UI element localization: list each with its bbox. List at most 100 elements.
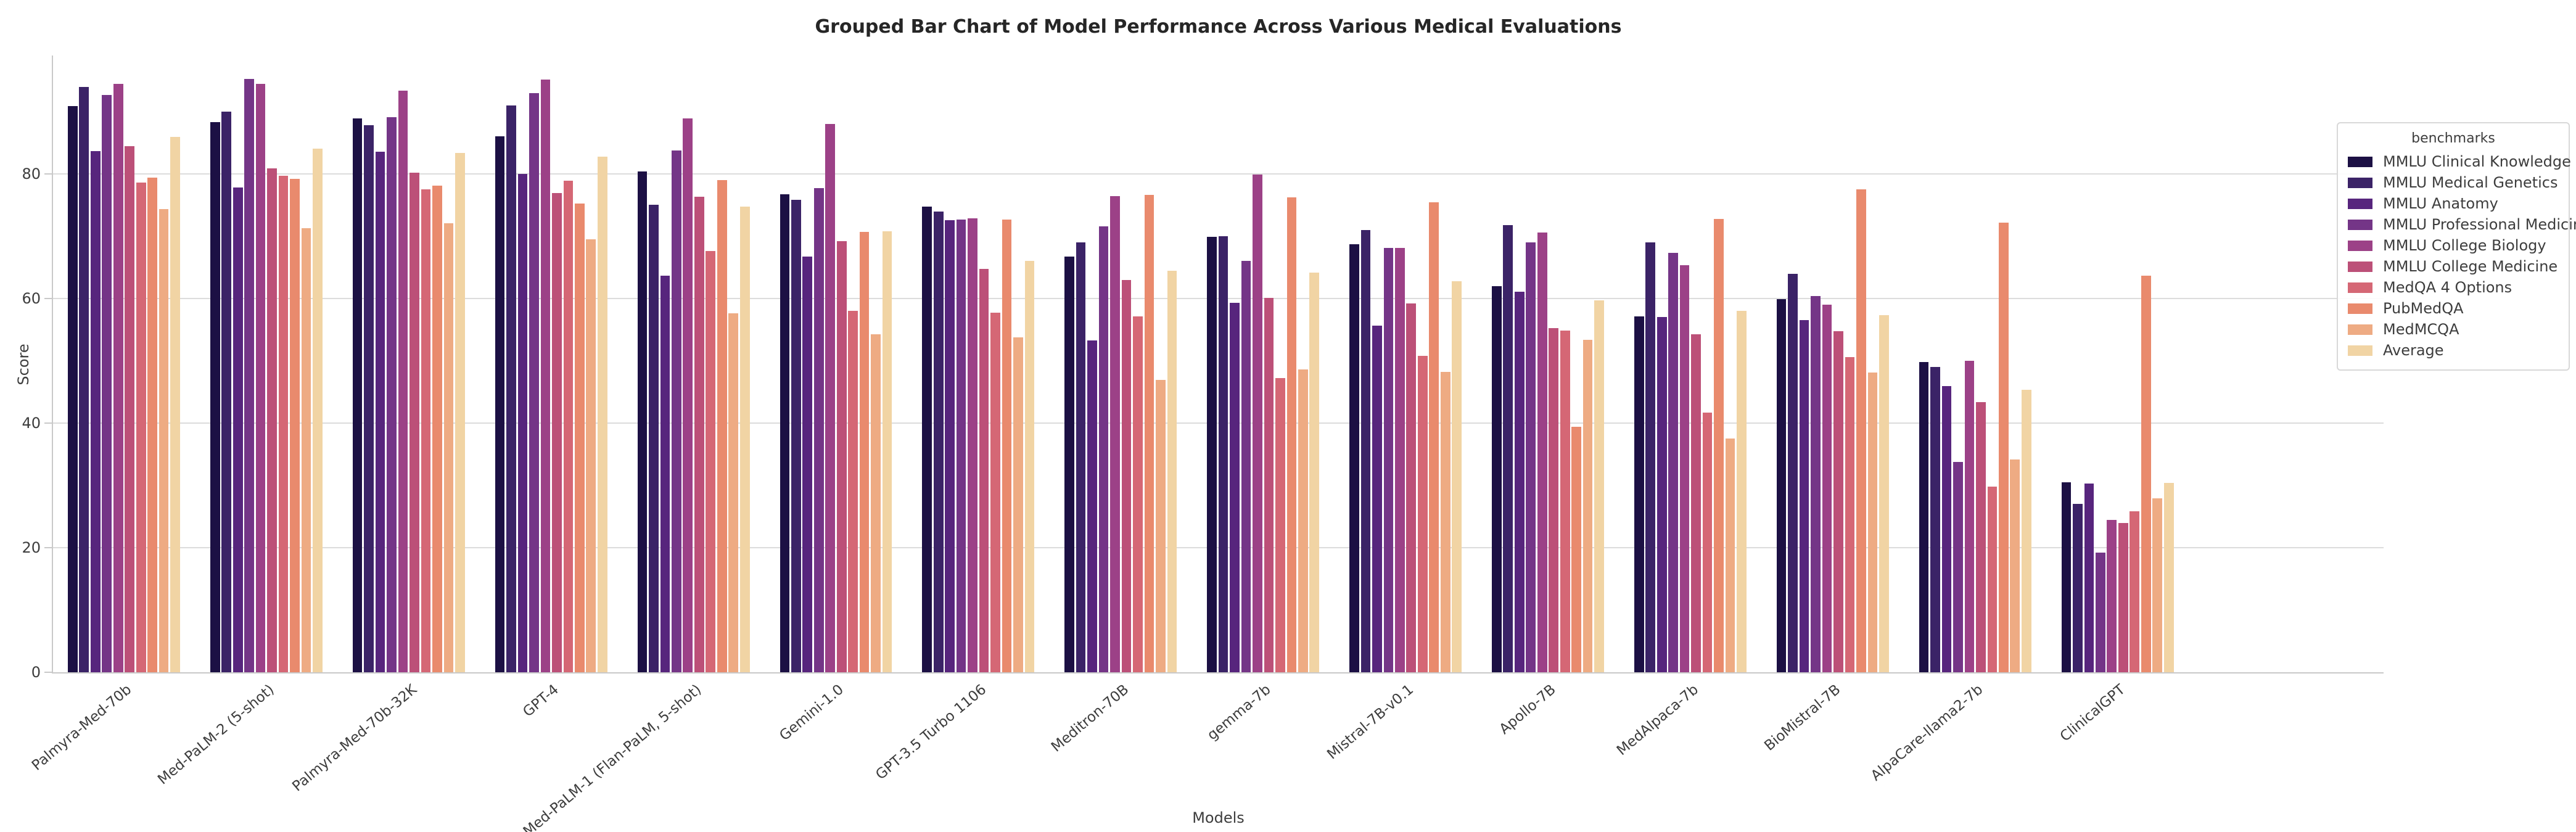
legend-swatch-icon <box>2348 261 2372 272</box>
bar-med-palm-2-5-shot--mmlu-medical-genetics <box>221 111 232 672</box>
bar-med-palm-1-flan-palm-5-shot--mmlu-professional-medicine <box>672 150 681 672</box>
bar-gpt-4-medmcqa <box>586 239 596 672</box>
bar-gemini-1-0-average <box>882 231 892 672</box>
legend-swatch-icon <box>2348 345 2372 356</box>
bar-gemini-1-0-medmcqa <box>871 334 881 672</box>
bar-palmyra-med-70b-mmlu-college-biology <box>113 84 123 672</box>
bar-alpacare-llama2-7b-average <box>2021 390 2031 672</box>
bar-apollo-7b-medmcqa <box>1582 339 1593 672</box>
bar-gemma-7b-mmlu-anatomy <box>1230 303 1240 672</box>
legend-entries: MMLU Clinical Knowledge MMLU Medical Gene… <box>2338 151 2576 361</box>
bar-med-palm-1-flan-palm-5-shot--mmlu-college-biology <box>683 118 693 672</box>
y-tick-mark <box>44 297 53 299</box>
legend-label: MMLU College Medicine <box>2383 258 2558 275</box>
bar-biomistral-7b-pubmedqa <box>1856 189 1866 672</box>
x-tick-label: GPT-3.5 Turbo 1106 <box>873 682 990 783</box>
bar-palmyra-med-70b-32k-mmlu-college-medicine <box>409 172 419 672</box>
bar-med-palm-2-5-shot--mmlu-anatomy <box>232 187 243 672</box>
bar-gpt-3-5-turbo-1106-mmlu-medical-genetics <box>933 211 944 672</box>
bar-palmyra-med-70b-average <box>170 137 180 672</box>
bar-gpt-3-5-turbo-1106-mmlu-professional-medicine <box>956 219 966 672</box>
bar-medalpaca-7b-mmlu-college-medicine <box>1691 334 1701 672</box>
bar-gemma-7b-medmcqa <box>1298 369 1308 672</box>
bar-palmyra-med-70b-medqa-4-options <box>136 183 146 672</box>
bar-meditron-70b-mmlu-college-medicine <box>1121 279 1132 672</box>
bar-clinicalgpt-mmlu-college-medicine <box>2118 522 2128 672</box>
bar-gemini-1-0-mmlu-anatomy <box>802 257 813 672</box>
bar-med-palm-1-flan-palm-5-shot--mmlu-clinical-knowledge <box>637 171 648 672</box>
bar-meditron-70b-mmlu-medical-genetics <box>1076 242 1086 672</box>
legend-swatch-icon <box>2348 324 2372 335</box>
y-tick-label: 60 <box>22 289 41 307</box>
y-tick-label: 40 <box>22 414 41 432</box>
bar-med-palm-2-5-shot--pubmedqa <box>290 179 300 672</box>
bar-mistral-7b-v0-1-pubmedqa <box>1429 202 1439 672</box>
bar-gemini-1-0-mmlu-college-medicine <box>836 241 847 672</box>
x-tick-label: Med-PaLM-2 (5-shot) <box>155 682 278 788</box>
bar-gemini-1-0-medqa-4-options <box>848 311 858 672</box>
bar-meditron-70b-average <box>1167 270 1177 672</box>
bar-palmyra-med-70b-32k-medmcqa <box>443 223 454 672</box>
bar-palmyra-med-70b-32k-average <box>455 152 465 672</box>
x-axis-label: Models <box>1192 809 1245 826</box>
bar-alpacare-llama2-7b-mmlu-clinical-knowledge <box>1919 361 1929 672</box>
bar-clinicalgpt-medmcqa <box>2152 498 2163 672</box>
bar-gemma-7b-mmlu-medical-genetics <box>1218 236 1228 672</box>
bar-mistral-7b-v0-1-mmlu-professional-medicine <box>1383 248 1394 672</box>
bar-palmyra-med-70b-32k-mmlu-college-biology <box>398 90 408 672</box>
legend-swatch-icon <box>2348 156 2372 167</box>
bar-palmyra-med-70b-32k-mmlu-clinical-knowledge <box>352 118 363 672</box>
bar-biomistral-7b-mmlu-medical-genetics <box>1788 273 1798 672</box>
bar-palmyra-med-70b-32k-mmlu-professional-medicine <box>387 117 397 672</box>
bar-palmyra-med-70b-mmlu-professional-medicine <box>102 94 112 672</box>
bar-medalpaca-7b-mmlu-professional-medicine <box>1668 253 1678 672</box>
y-tick-mark <box>44 546 53 548</box>
bar-gemma-7b-mmlu-professional-medicine <box>1241 261 1251 672</box>
bar-med-palm-1-flan-palm-5-shot--pubmedqa <box>717 180 727 672</box>
legend-label: MedMCQA <box>2383 321 2459 338</box>
bar-med-palm-1-flan-palm-5-shot--mmlu-medical-genetics <box>649 205 659 672</box>
gridline-y-60 <box>53 297 2384 299</box>
bar-apollo-7b-mmlu-professional-medicine <box>1526 242 1536 672</box>
bar-biomistral-7b-mmlu-professional-medicine <box>1811 295 1821 672</box>
x-tick-label: Meditron-70B <box>1048 682 1132 756</box>
bar-gemini-1-0-mmlu-college-biology <box>825 124 836 672</box>
bar-mistral-7b-v0-1-medmcqa <box>1440 372 1451 672</box>
legend-swatch-icon <box>2348 282 2372 293</box>
bar-medalpaca-7b-medqa-4-options <box>1702 412 1713 672</box>
bar-biomistral-7b-mmlu-college-biology <box>1822 305 1832 672</box>
bar-med-palm-1-flan-palm-5-shot--medmcqa <box>728 313 739 672</box>
bar-apollo-7b-average <box>1594 300 1604 672</box>
x-tick-label: Apollo-7B <box>1496 682 1559 738</box>
bar-med-palm-1-flan-palm-5-shot--mmlu-anatomy <box>660 275 670 672</box>
bar-gemini-1-0-mmlu-professional-medicine <box>813 188 824 672</box>
bar-mistral-7b-v0-1-mmlu-college-medicine <box>1406 303 1417 672</box>
bar-clinicalgpt-average <box>2163 482 2174 672</box>
y-tick-label: 0 <box>31 664 41 681</box>
bar-gpt-4-mmlu-college-biology <box>540 80 551 672</box>
legend-entry: MMLU College Medicine <box>2338 256 2569 277</box>
legend-entry: MMLU College Biology <box>2338 235 2569 256</box>
bar-gemini-1-0-mmlu-medical-genetics <box>791 200 801 672</box>
bar-meditron-70b-medqa-4-options <box>1133 316 1143 672</box>
x-tick-label: GPT-4 <box>520 682 562 720</box>
bar-meditron-70b-mmlu-anatomy <box>1087 340 1097 672</box>
bar-palmyra-med-70b-mmlu-college-medicine <box>125 146 135 672</box>
gridline-y-40 <box>53 422 2384 424</box>
bar-gemini-1-0-pubmedqa <box>859 231 870 672</box>
bar-apollo-7b-mmlu-medical-genetics <box>1503 224 1513 672</box>
bar-alpacare-llama2-7b-medqa-4-options <box>1987 487 1998 672</box>
legend-label: Average <box>2383 342 2444 359</box>
bar-medalpaca-7b-mmlu-medical-genetics <box>1645 242 1656 672</box>
bar-gpt-3-5-turbo-1106-medmcqa <box>1013 337 1023 672</box>
bar-palmyra-med-70b-pubmedqa <box>147 177 157 672</box>
legend-entry: MedMCQA <box>2338 319 2569 340</box>
bar-clinicalgpt-mmlu-medical-genetics <box>2073 504 2083 672</box>
bar-gemma-7b-medqa-4-options <box>1275 378 1285 672</box>
chart-title: Grouped Bar Chart of Model Performance A… <box>815 16 1622 38</box>
bar-mistral-7b-v0-1-mmlu-medical-genetics <box>1360 229 1371 672</box>
bar-gemma-7b-mmlu-college-biology <box>1253 174 1262 672</box>
bar-biomistral-7b-medqa-4-options <box>1845 356 1855 672</box>
x-tick-label: MedAlpaca-7b <box>1613 682 1702 759</box>
